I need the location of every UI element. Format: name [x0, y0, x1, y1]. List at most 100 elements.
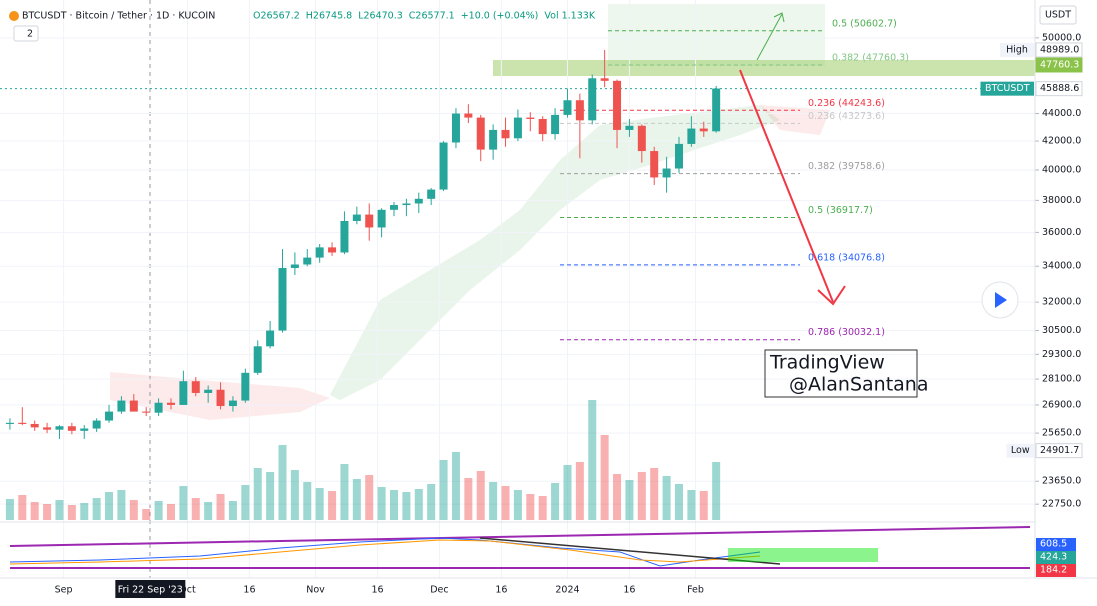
price-badge: [1035, 443, 1083, 459]
macd-line: [9, 537, 761, 567]
candle-body: [377, 209, 386, 228]
volume-bar: [303, 482, 312, 520]
candle-body: [365, 214, 374, 228]
candle-body: [600, 78, 609, 81]
candle-body: [699, 128, 708, 132]
volume-bar: [650, 468, 659, 520]
volume-bar: [290, 470, 299, 520]
price-badge-label: 48989.0: [1040, 44, 1079, 55]
fib-label: 0.5 (36917.7): [808, 205, 873, 216]
price-badge-name-bg: [1000, 42, 1034, 57]
volume-bar: [191, 498, 200, 520]
volume-bar: [278, 445, 287, 520]
candle-body: [402, 203, 411, 206]
candle-body: [216, 389, 225, 407]
price-badge-label: 45888.6: [1040, 83, 1079, 94]
volume-bar: [699, 491, 708, 520]
price-badge: [1035, 42, 1083, 58]
legend-value: C26577.1: [409, 11, 455, 22]
volume-bar: [328, 491, 337, 520]
volume-bar: [625, 480, 634, 520]
candle-body: [526, 117, 535, 119]
candle-body: [662, 168, 671, 178]
candle-body: [278, 267, 287, 331]
y-tick-label: 22750.0: [1042, 499, 1081, 510]
volume-bar: [55, 500, 64, 520]
x-tick-label: 2024: [555, 585, 579, 596]
volume-bar: [390, 490, 399, 520]
x-tick-label: Feb: [687, 585, 704, 596]
candle-body: [18, 422, 27, 424]
macd-badge: [1036, 551, 1076, 564]
macd-badge-label: 608.5: [1040, 539, 1067, 550]
volume-bar: [414, 489, 423, 520]
candle-body: [228, 400, 237, 407]
candle-body: [613, 80, 622, 130]
arrowhead: [817, 285, 846, 306]
y-tick-label: 28100.0: [1042, 374, 1081, 385]
price-badge-label: 47760.3: [1040, 59, 1079, 70]
volume-bar: [43, 504, 52, 520]
volume-bar: [5, 499, 14, 520]
volume-bar: [637, 472, 646, 520]
x-tick-label: 16: [495, 585, 507, 596]
candle-body: [674, 143, 683, 169]
trendline: [479, 537, 781, 565]
candle-body: [166, 402, 175, 405]
candle-body: [538, 118, 547, 135]
signal-line: [9, 539, 761, 565]
volume-bar: [551, 483, 560, 520]
y-tick-label: 32000.0: [1042, 297, 1081, 308]
x-tick-label: Dec: [430, 585, 448, 596]
volume-bar: [712, 462, 721, 520]
candle-body: [5, 422, 14, 424]
symbol-title: BTCUSDT · Bitcoin / Tether · 1D · KUCOIN: [22, 11, 215, 22]
volume-bar: [588, 400, 597, 520]
candle-body: [30, 423, 39, 428]
volume-bar: [67, 505, 76, 520]
watermark: @AlanSantana: [789, 374, 929, 396]
candle-body: [637, 125, 646, 152]
candle-body: [315, 247, 324, 258]
candle-body: [303, 257, 312, 265]
candle-body: [476, 117, 485, 150]
price-badge-name-bg: [1006, 443, 1034, 458]
price-badge-name: Low: [1011, 445, 1030, 456]
volume-bar: [129, 500, 138, 520]
fib-label: 0.618 (34076.8): [808, 252, 885, 263]
candle-body: [80, 428, 89, 431]
candle-body: [712, 88, 721, 132]
candle-body: [390, 205, 399, 210]
volume-bar: [377, 487, 386, 520]
volume-bar: [600, 435, 609, 520]
indicator-count: 2: [27, 29, 33, 40]
arrowhead: [773, 12, 785, 23]
volume-bar: [687, 490, 696, 520]
fib-label: 0.786 (30032.1): [808, 327, 885, 338]
volume-bar: [80, 503, 89, 520]
volume-bar: [340, 464, 349, 520]
fib-label: 0.236 (43273.6): [808, 111, 885, 122]
macd-badge-label: 424.3: [1040, 552, 1067, 563]
target-box: [608, 4, 825, 66]
candle-body: [154, 402, 163, 413]
candle-body: [92, 420, 101, 429]
candle-body: [117, 400, 126, 412]
candle-body: [191, 381, 200, 393]
y-tick-label: 42000.0: [1042, 136, 1081, 147]
candle-body: [43, 427, 52, 430]
volume-bar: [476, 471, 485, 520]
volume-bar: [489, 482, 498, 520]
volume-bar: [166, 504, 175, 520]
candle-body: [451, 113, 460, 143]
currency-button[interactable]: [1039, 5, 1077, 25]
indicator-toggle[interactable]: [13, 25, 39, 42]
x-tick-label: Oct: [179, 585, 196, 596]
candle-body: [575, 100, 584, 121]
legend-value: H26745.8: [306, 11, 352, 22]
fib-label: 0.5 (50602.7): [832, 18, 897, 29]
candle-body: [352, 214, 361, 221]
x-tick-label: 16: [371, 585, 383, 596]
